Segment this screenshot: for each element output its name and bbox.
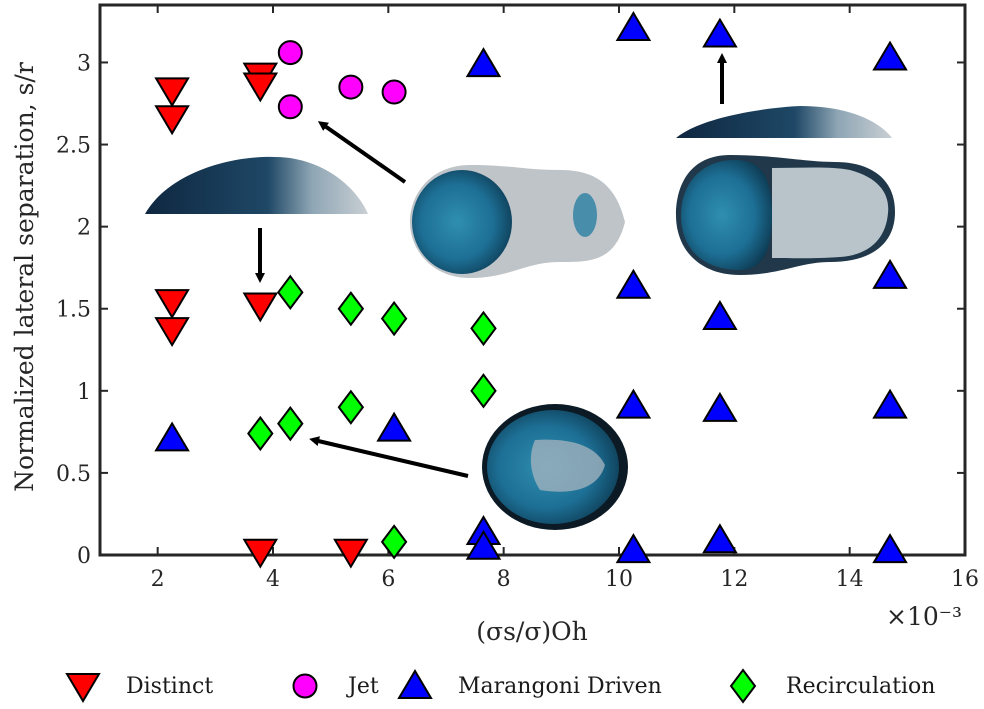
- legend-item-marangoni-driven: Marangoni Driven: [397, 669, 662, 699]
- data-point-marangoni-driven: [465, 529, 502, 560]
- data-point-jet: [338, 74, 364, 100]
- data-point-marangoni-driven: [154, 421, 190, 452]
- axis-ticks: 2 4 6 8 10 12 14 16 0 0.5 1 1.5 2 2.5 3: [56, 5, 979, 592]
- data-point-marangoni-driven: [376, 411, 412, 442]
- legend-label-marangoni-driven: Marangoni Driven: [458, 674, 662, 699]
- legend-item-jet: Jet: [292, 673, 379, 699]
- data-point-marangoni-driven: [872, 40, 908, 71]
- inset-droplet-marangoni: [676, 155, 895, 275]
- legend-label-jet: Jet: [346, 674, 379, 699]
- data-point-distinct: [242, 72, 279, 103]
- data-point-marangoni-driven: [615, 388, 652, 419]
- data-point-marangoni-driven: [872, 533, 908, 564]
- x-tick-label: 16: [951, 567, 979, 592]
- data-point-recirculation: [380, 524, 408, 560]
- data-point-recirculation: [277, 274, 304, 310]
- data-point-recirculation: [470, 310, 497, 347]
- y-tick-label: 1: [77, 380, 91, 405]
- data-point-jet: [277, 94, 303, 120]
- x-axis-label: (σs/σ)Oh: [476, 617, 588, 646]
- x-tick-label: 10: [605, 567, 633, 592]
- data-point-marangoni-driven: [702, 523, 738, 554]
- plot-border: [98, 3, 967, 557]
- legend-marker-recirculation: [729, 668, 757, 704]
- data-point-marangoni-driven: [615, 268, 652, 299]
- data-point-distinct: [242, 538, 279, 569]
- legend: Distinct Jet Marangoni Driven Recirculation: [65, 668, 935, 704]
- legend-marker-marangoni-driven: [397, 669, 433, 699]
- legend-item-recirculation: Recirculation: [729, 668, 935, 704]
- data-point-recirculation: [470, 373, 497, 409]
- arrow-jet-inset: [317, 121, 407, 184]
- data-point-distinct: [154, 289, 190, 320]
- data-point-marangoni-driven: [702, 391, 738, 422]
- data-point-marangoni-driven: [615, 533, 652, 564]
- data-point-recirculation: [337, 291, 365, 327]
- data-point-marangoni-driven: [702, 299, 738, 330]
- data-point-distinct: [154, 317, 190, 348]
- inset-droplet-recirculation: [482, 404, 628, 530]
- x-tick-label: 8: [497, 567, 511, 592]
- x-tick-label: 6: [381, 567, 395, 592]
- y-tick-label: 3: [77, 51, 91, 76]
- y-tick-label: 0.5: [56, 462, 91, 487]
- data-point-recirculation: [380, 300, 408, 337]
- legend-label-distinct: Distinct: [126, 674, 213, 699]
- inset-droplet-jet: [410, 165, 625, 278]
- y-axis-label: Normalized lateral separation, s/r: [10, 62, 39, 492]
- data-point-marangoni-driven: [872, 388, 908, 419]
- y-tick-label: 1.5: [56, 298, 91, 323]
- x-tick-label: 14: [836, 567, 864, 592]
- droplet-insets: [145, 53, 895, 530]
- legend-item-distinct: Distinct: [65, 673, 213, 703]
- data-point-distinct: [333, 538, 369, 569]
- data-point-distinct: [154, 105, 190, 136]
- inset-droplet-side-view-right: [676, 106, 892, 138]
- x-tick-label: 4: [266, 567, 280, 592]
- plot-frame: [98, 3, 967, 557]
- data-point-jet: [381, 79, 407, 105]
- x-tick-label: 12: [720, 567, 748, 592]
- data-point-distinct: [154, 77, 190, 108]
- data-point-distinct: [242, 292, 279, 323]
- data-point-jet: [277, 40, 303, 66]
- y-tick-label: 2: [77, 216, 91, 241]
- data-point-marangoni-driven: [465, 47, 502, 78]
- x-tick-label: 2: [151, 567, 165, 592]
- y-tick-label: 2.5: [56, 134, 91, 159]
- data-point-marangoni-driven: [872, 258, 908, 289]
- inset-droplet-side-view-left: [145, 156, 368, 214]
- legend-marker-jet: [292, 673, 318, 699]
- data-point-marangoni-driven: [702, 17, 738, 48]
- arrow-recirculation-inset: [309, 436, 469, 478]
- data-point-recirculation: [277, 405, 304, 442]
- y-tick-label: 0: [77, 544, 91, 569]
- x-axis-multiplier: ×10⁻³: [886, 602, 962, 631]
- data-point-marangoni-driven: [615, 11, 652, 41]
- legend-label-recirculation: Recirculation: [786, 674, 935, 699]
- data-points: [154, 11, 908, 569]
- legend-marker-distinct: [65, 673, 101, 703]
- data-point-recirculation: [337, 389, 365, 425]
- data-point-recirculation: [247, 415, 274, 452]
